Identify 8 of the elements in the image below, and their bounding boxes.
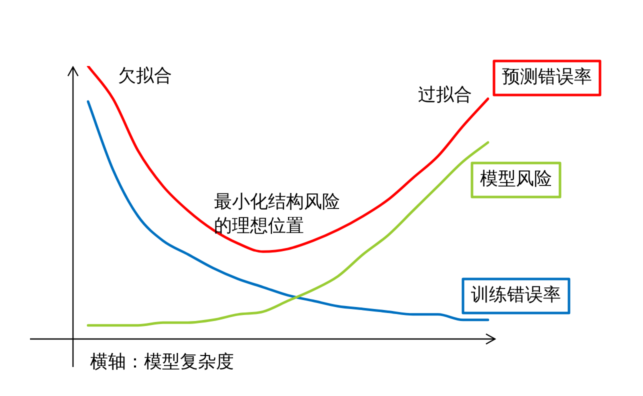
series-label: 模型风险 (480, 168, 552, 190)
annotation: 最小化结构风险 (214, 192, 340, 213)
series-label: 预测错误率 (502, 66, 592, 88)
annotation: 欠拟合 (118, 66, 172, 87)
annotation: 过拟合 (418, 84, 472, 106)
series-label: 训练错误率 (471, 284, 561, 306)
annotation: 的理想位置 (214, 216, 304, 237)
x-axis-title: 横轴：模型复杂度 (90, 352, 234, 373)
